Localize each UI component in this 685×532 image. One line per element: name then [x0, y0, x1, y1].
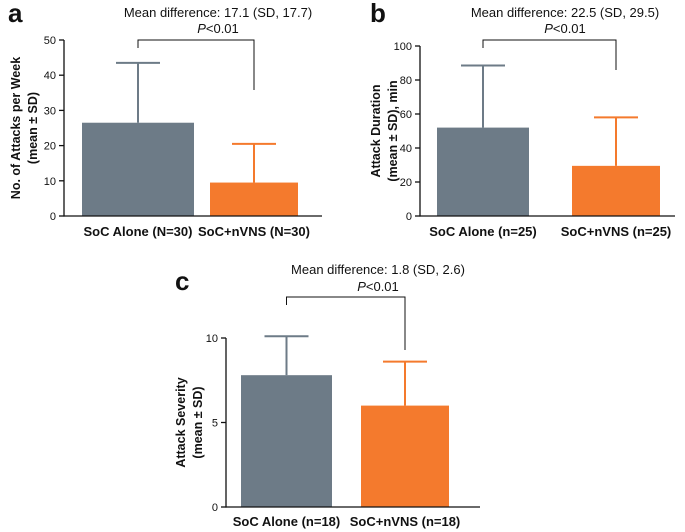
- chart-panel-b: b Mean difference: 22.5 (SD, 29.5)P<0.01 S…: [369, 0, 675, 239]
- bar: [210, 182, 298, 216]
- y-axis-label-units: (mean ± SD): [26, 92, 40, 164]
- category-label: SoC Alone (n=25): [429, 224, 537, 239]
- y-tick-label: 0: [50, 211, 56, 223]
- y-axis-label-units: (mean ± SD): [191, 386, 205, 458]
- category-label: SoC Alone (n=18): [233, 514, 341, 529]
- y-axis-label: Attack Duration: [369, 84, 383, 177]
- p-italic: P: [544, 21, 553, 36]
- y-tick-label: 10: [206, 333, 218, 345]
- category-label: SoC Alone (N=30): [84, 224, 193, 239]
- y-tick-label: 30: [44, 105, 56, 117]
- significance-bracket: [137, 39, 255, 90]
- y-tick-label: 20: [44, 141, 56, 153]
- y-axis-label-units: (mean ± SD), min: [386, 80, 400, 181]
- bar: [241, 375, 332, 507]
- panel-letter: b: [370, 0, 386, 28]
- bar: [572, 165, 660, 216]
- y-tick-label: 0: [406, 211, 412, 223]
- y-tick-label: 5: [212, 418, 218, 430]
- p-italic: P: [197, 21, 206, 36]
- p-suffix: <0.01: [553, 21, 586, 36]
- y-tick-label: 10: [44, 176, 56, 188]
- chart-panel-a: a Mean difference: 17.1 (SD, 17.7)P<0.01 S…: [8, 0, 322, 239]
- annotation-p-value: P<0.01: [197, 21, 239, 36]
- chart-panel-c: c Mean difference: 1.8 (SD, 2.6) P<0.01 SoC…: [174, 262, 480, 529]
- y-axis-label: Attack Severity: [174, 377, 188, 467]
- bar: [361, 405, 449, 507]
- y-tick-label: 40: [400, 143, 412, 155]
- p-italic: P: [357, 279, 366, 294]
- significance-bracket: [286, 296, 406, 350]
- bar: [82, 122, 194, 216]
- category-label: SoC+nVNS (n=25): [561, 224, 672, 239]
- category-label: SoC+nVNS (n=18): [350, 514, 461, 529]
- y-tick-label: 50: [44, 35, 56, 47]
- significance-bracket: [482, 39, 617, 70]
- y-axis-label: No. of Attacks per Week: [9, 57, 23, 199]
- p-suffix: <0.01: [366, 279, 399, 294]
- y-tick-label: 20: [400, 177, 412, 189]
- bar: [437, 127, 529, 216]
- panel-letter: a: [8, 0, 23, 28]
- annotation-mean-difference: Mean difference: 17.1 (SD, 17.7): [124, 5, 312, 20]
- y-tick-label: 60: [400, 109, 412, 121]
- p-suffix: <0.01: [206, 21, 239, 36]
- annotation-p-value: P<0.01: [357, 279, 399, 294]
- annotation-p-value: P<0.01: [544, 21, 586, 36]
- y-tick-label: 0: [212, 502, 218, 514]
- panel-letter: c: [175, 266, 189, 296]
- annotation-mean-difference: Mean difference: 1.8 (SD, 2.6): [291, 262, 465, 277]
- y-tick-label: 40: [44, 70, 56, 82]
- annotation-mean-difference: Mean difference: 22.5 (SD, 29.5): [471, 5, 659, 20]
- y-tick-label: 100: [394, 41, 412, 53]
- y-tick-label: 80: [400, 75, 412, 87]
- category-label: SoC+nVNS (N=30): [198, 224, 310, 239]
